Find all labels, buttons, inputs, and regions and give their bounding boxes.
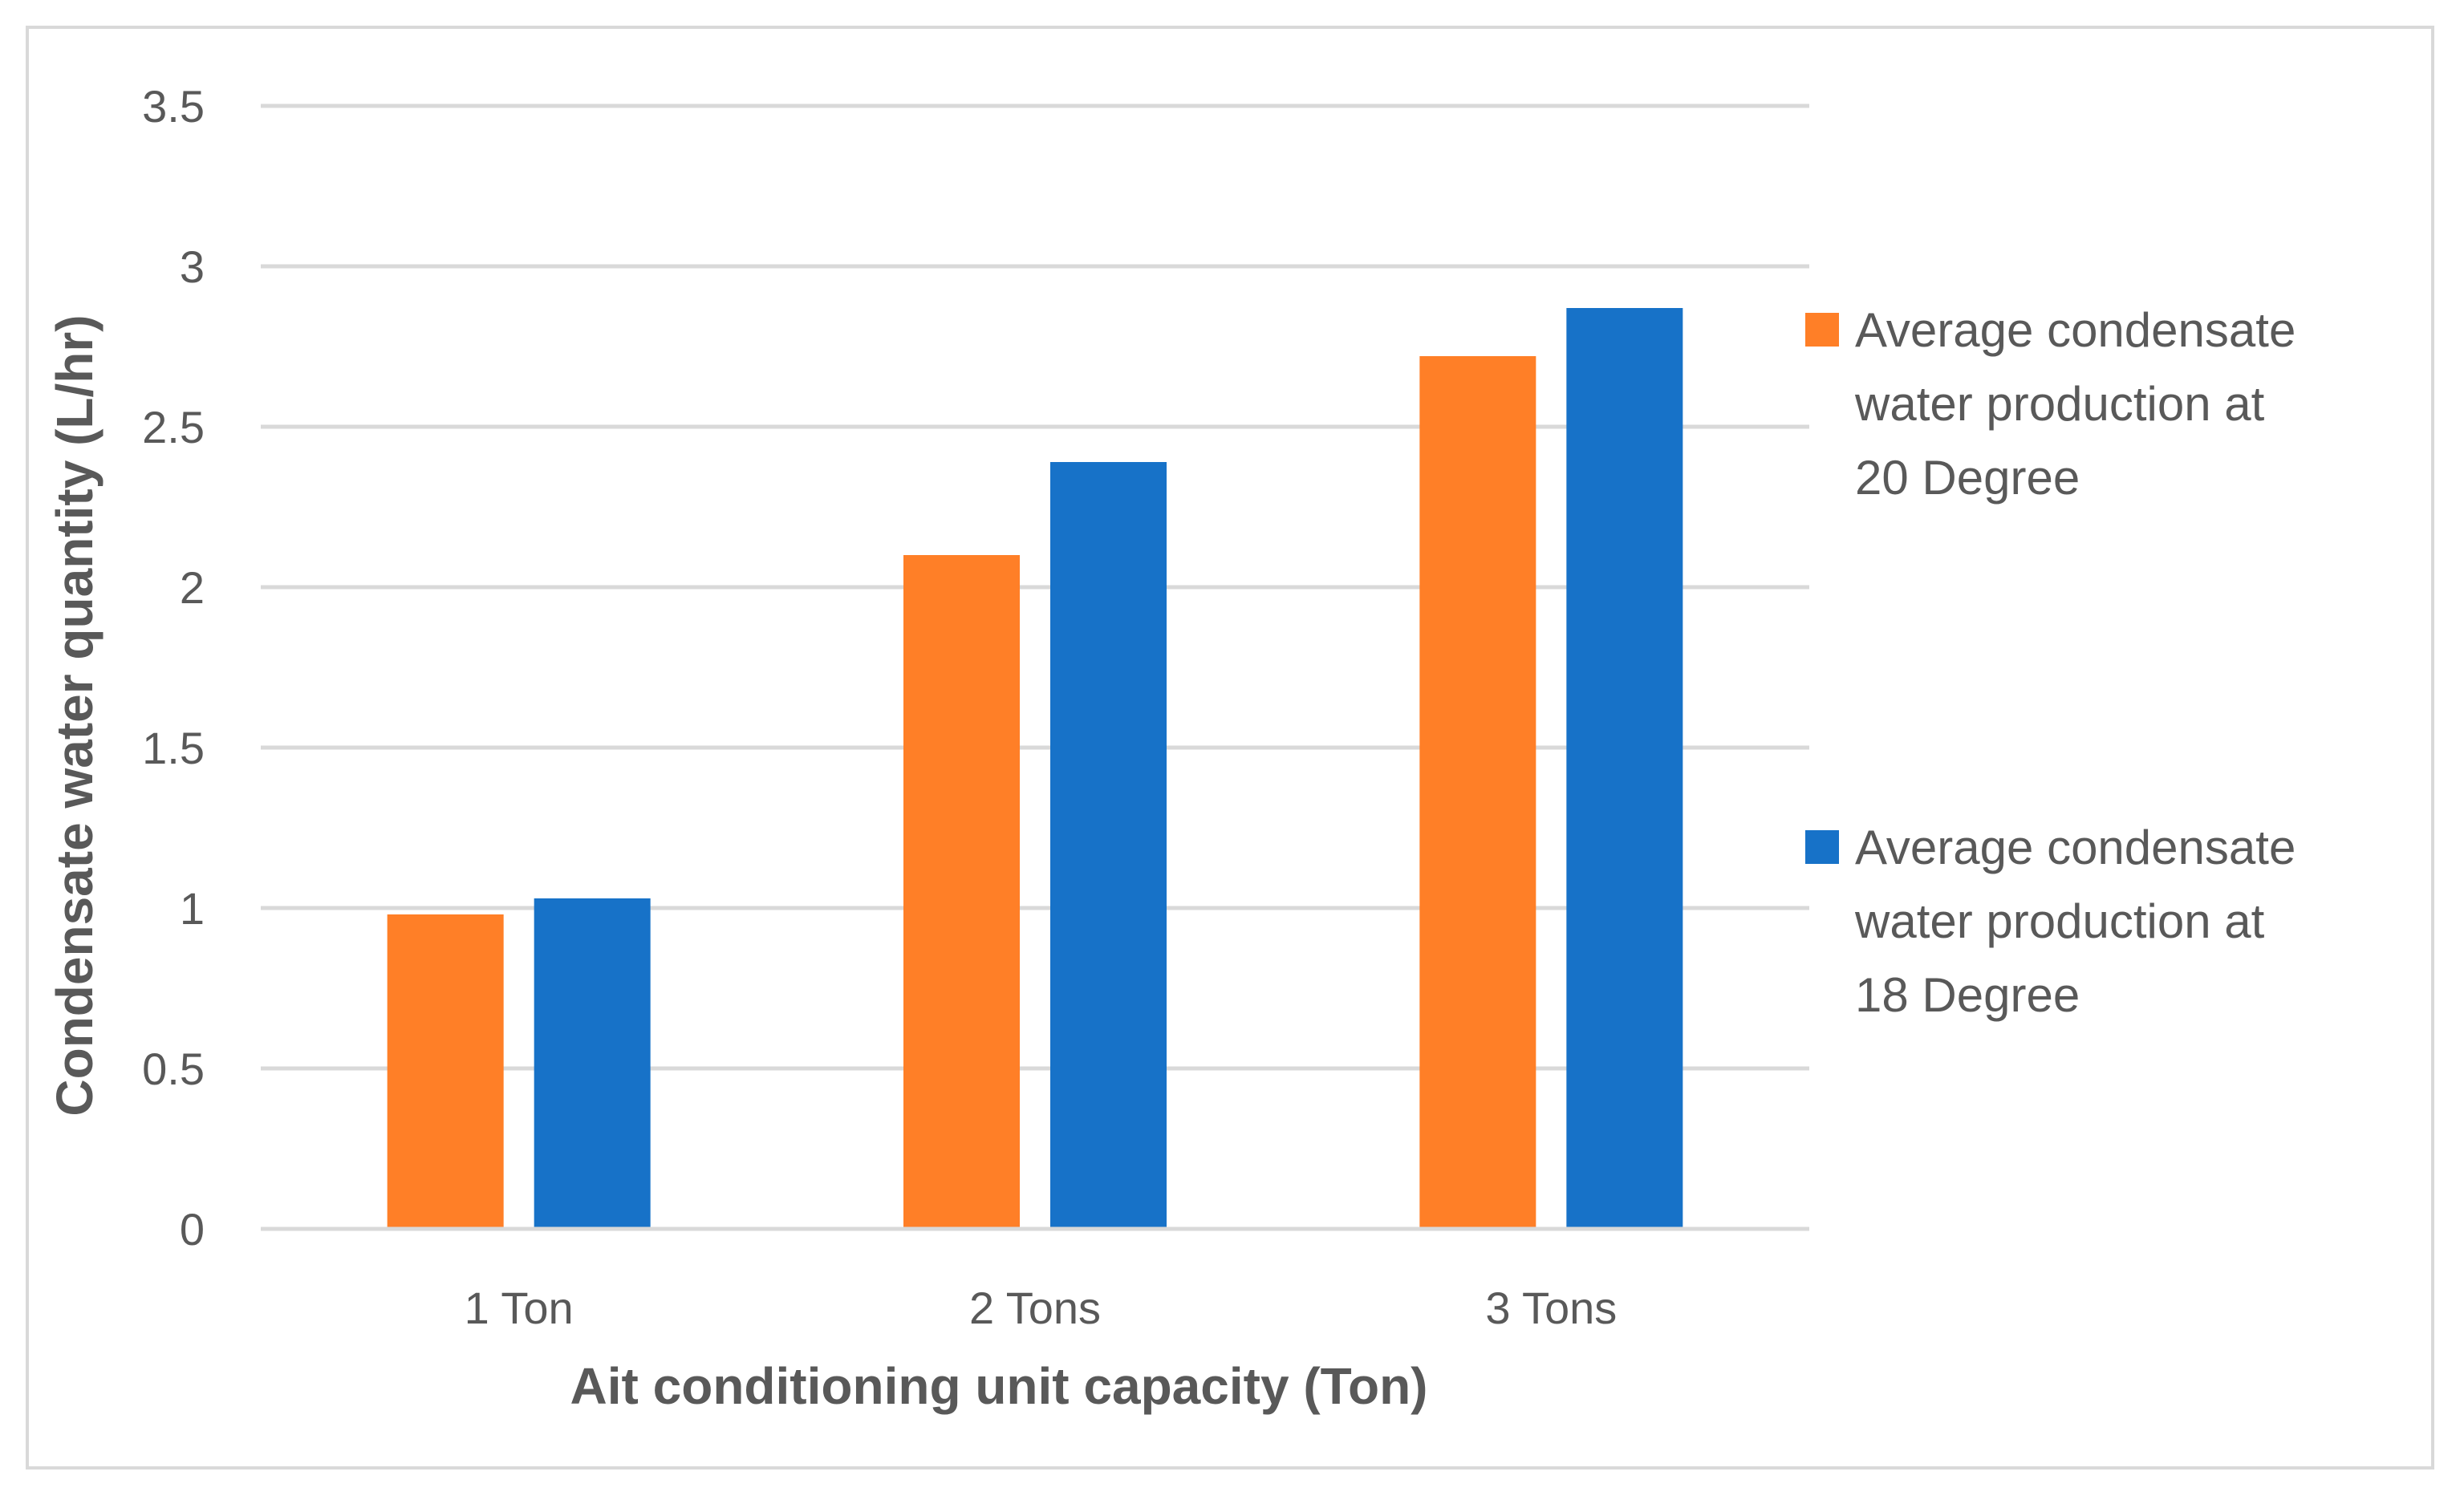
- y-tick-label: 0.5: [142, 1044, 205, 1094]
- bar-series-2-1-ton: [534, 898, 651, 1229]
- legend-swatch-1: [1805, 313, 1839, 347]
- y-tick-label: 1: [180, 883, 205, 934]
- y-tick-label: 0: [180, 1204, 205, 1255]
- x-tick-label: 3 Tons: [1485, 1283, 1617, 1333]
- bar-series-1-3-tons: [1419, 356, 1536, 1229]
- y-tick-label: 2: [180, 562, 205, 613]
- legend-label-line: water production at: [1854, 894, 2265, 948]
- x-axis-ticks: 1 Ton 2 Tons 3 Tons: [465, 1283, 1618, 1333]
- legend-label-line: 20 Degree: [1855, 451, 2080, 505]
- y-tick-label: 3: [180, 241, 205, 292]
- legend-label-line: Average condensate: [1855, 821, 2296, 874]
- bar-series-2-2-tons: [1050, 462, 1167, 1229]
- x-axis-title: Ait conditioning unit capacity (Ton): [570, 1357, 1428, 1415]
- bar-series-1-1-ton: [387, 914, 504, 1229]
- legend-label-line: Average condensate: [1855, 303, 2296, 357]
- y-axis-title: Condensate water quantity (L/hr): [46, 314, 104, 1116]
- bars: [261, 308, 1809, 1231]
- bar-series-2-3-tons: [1566, 308, 1683, 1229]
- x-tick-label: 1 Ton: [465, 1283, 574, 1333]
- y-tick-label: 3.5: [142, 81, 205, 132]
- x-tick-label: 2 Tons: [969, 1283, 1101, 1333]
- bar-series-1-2-tons: [903, 555, 1020, 1229]
- y-axis-ticks: 0 0.5 1 1.5 2 2.5 3 3.5: [142, 81, 205, 1255]
- legend-label-line: 18 Degree: [1855, 968, 2080, 1022]
- legend-label-line: water production at: [1854, 377, 2265, 431]
- legend-swatch-2: [1805, 830, 1839, 864]
- legend: Average condensate water production at 20 …: [1805, 303, 2296, 1022]
- y-tick-label: 1.5: [142, 723, 205, 773]
- y-tick-label: 2.5: [142, 402, 205, 452]
